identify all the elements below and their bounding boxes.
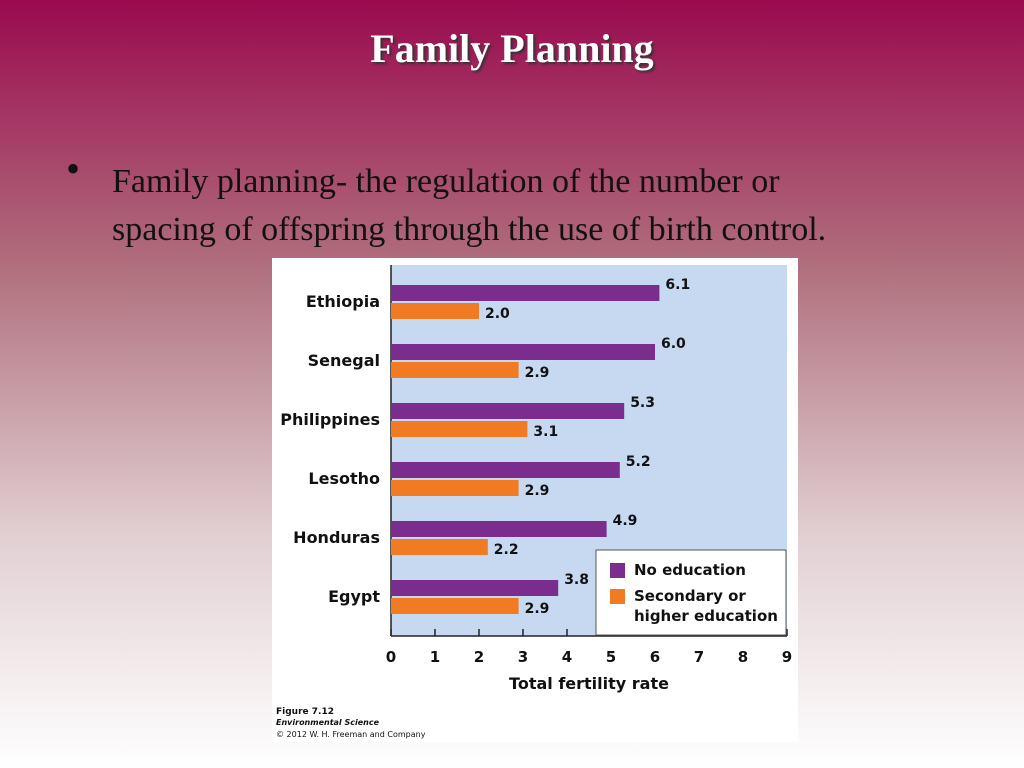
bar [391, 580, 559, 596]
caption: Figure 7.12 [276, 707, 334, 717]
x-axis-title: Total fertility rate [509, 674, 669, 693]
x-tick-label: 9 [782, 648, 792, 666]
category-label: Senegal [308, 351, 380, 370]
x-tick-label: 2 [474, 648, 484, 666]
category-label: Egypt [328, 587, 380, 606]
bar [391, 480, 519, 496]
bar [391, 421, 528, 437]
legend-entry: No education [634, 561, 746, 579]
caption: Environmental Science [276, 718, 380, 727]
bar [391, 285, 660, 301]
legend-entry: Secondary or higher education [634, 587, 778, 625]
chart: 0 1 2 3 4 5 6 7 8 9 Total fertility rate Ethiopia 6.… [276, 277, 792, 739]
legend-label: No education [634, 561, 746, 579]
value-label: 3.8 [564, 572, 589, 588]
value-label: 3.1 [533, 424, 558, 440]
legend-swatch [610, 563, 625, 578]
bullet-text: Family planning- the regulation of the n… [112, 163, 780, 200]
bar [391, 539, 488, 555]
value-label: 2.0 [485, 306, 510, 322]
category-label: Honduras [293, 528, 380, 547]
value-label: 6.1 [665, 277, 690, 293]
slide-title: Family Planning [370, 26, 653, 71]
bar [391, 303, 479, 319]
legend-label: Secondary or higher education [634, 587, 778, 625]
x-tick-label: 6 [650, 648, 660, 666]
bar [391, 344, 655, 360]
bullet: • [66, 146, 80, 191]
value-label: 5.3 [630, 395, 655, 411]
value-label: 2.9 [525, 601, 550, 617]
bar [391, 462, 620, 478]
value-label: 4.9 [613, 513, 638, 529]
bar [391, 521, 607, 537]
x-tick-label: 5 [606, 648, 616, 666]
value-label: 5.2 [626, 454, 651, 470]
bar [391, 598, 519, 614]
value-label: 6.0 [661, 336, 686, 352]
x-tick-label: 8 [738, 648, 748, 666]
x-tick-label: 1 [430, 648, 440, 666]
x-tick-label: 0 [386, 648, 396, 666]
category-label: Ethiopia [306, 292, 380, 311]
legend-swatch [610, 589, 625, 604]
value-label: 2.9 [525, 483, 550, 499]
caption: © 2012 W. H. Freeman and Company [276, 730, 426, 739]
bar [391, 403, 625, 419]
value-label: 2.9 [525, 365, 550, 381]
category-label: Philippines [280, 410, 380, 429]
value-label: 2.2 [494, 542, 519, 558]
x-tick-label: 3 [518, 648, 528, 666]
bar [391, 362, 519, 378]
legend-box [595, 549, 787, 636]
x-tick-label: 4 [562, 648, 572, 666]
x-tick-label: 7 [694, 648, 704, 666]
bullet-text: spacing of offspring through the use of … [112, 211, 826, 248]
category-label: Lesotho [308, 469, 380, 488]
